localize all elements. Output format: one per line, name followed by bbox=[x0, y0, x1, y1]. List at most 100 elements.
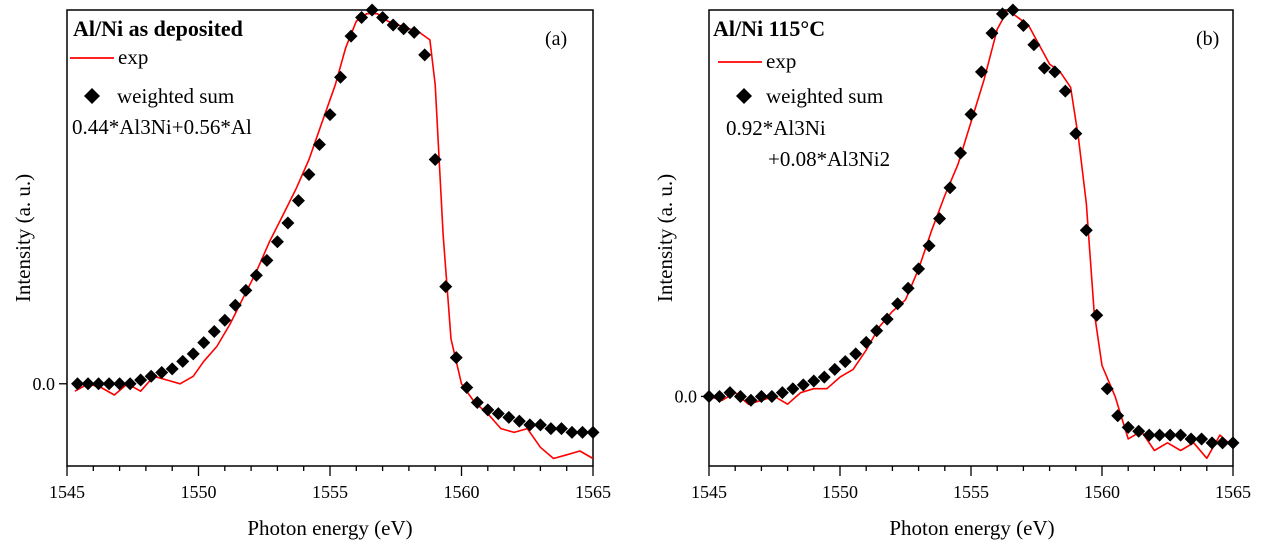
weighted-sum-point bbox=[796, 378, 810, 392]
weighted-sum-point bbox=[870, 324, 884, 338]
weighted-sum-point bbox=[765, 389, 779, 403]
weighted-sum-point bbox=[533, 418, 547, 432]
weighted-sum-point bbox=[838, 355, 852, 369]
weighted-sum-point bbox=[744, 393, 758, 407]
weighted-sum-point bbox=[260, 253, 274, 267]
chart-title: Al/Ni 115°C bbox=[713, 16, 825, 41]
weighted-sum-point bbox=[1100, 382, 1114, 396]
weighted-sum-point bbox=[1174, 428, 1188, 442]
weighted-sum-point bbox=[155, 366, 169, 380]
weighted-sum-point bbox=[1205, 436, 1219, 450]
chart-panel-a: 1545 1550 1555 1560 1565 0.0 Al/Ni as deposit… bbox=[11, 3, 611, 540]
weighted-sum-point bbox=[786, 382, 800, 396]
weighted-sum-point bbox=[123, 377, 137, 391]
weighted-sum-point bbox=[1226, 436, 1240, 450]
legend-exp-label: exp bbox=[766, 49, 796, 73]
weighted-sum-point bbox=[186, 347, 200, 361]
weighted-sum-point bbox=[418, 48, 432, 62]
weighted-sum-point bbox=[249, 268, 263, 282]
x-tick-label: 1565 bbox=[575, 482, 611, 502]
weighted-sum-point bbox=[1216, 436, 1230, 450]
series-exp-line bbox=[74, 12, 594, 460]
weighted-sum-point bbox=[144, 369, 158, 383]
y-axis-label: Intensity (a. u.) bbox=[11, 174, 35, 302]
y-tick-label: 0.0 bbox=[675, 386, 698, 406]
fit-composition-annotation-line-2: +0.08*Al3Ni2 bbox=[768, 147, 890, 171]
weighted-sum-point bbox=[859, 335, 873, 349]
weighted-sum-point bbox=[880, 312, 894, 326]
weighted-sum-point bbox=[439, 280, 453, 294]
weighted-sum-point bbox=[1121, 420, 1135, 434]
weighted-sum-point bbox=[376, 10, 390, 24]
weighted-sum-point bbox=[554, 422, 568, 436]
weighted-sum-point bbox=[134, 373, 148, 387]
fit-composition-annotation: 0.44*Al3Ni+0.56*Al bbox=[72, 115, 252, 139]
weighted-sum-point bbox=[197, 336, 211, 350]
weighted-sum-point bbox=[1006, 3, 1020, 17]
weighted-sum-point bbox=[1184, 432, 1198, 446]
weighted-sum-point bbox=[1111, 409, 1125, 423]
weighted-sum-point bbox=[344, 29, 358, 43]
weighted-sum-point bbox=[807, 374, 821, 388]
weighted-sum-point bbox=[428, 153, 442, 167]
weighted-sum-point bbox=[1163, 428, 1177, 442]
weighted-sum-point bbox=[1153, 428, 1167, 442]
x-axis-label: Photon energy (eV) bbox=[889, 516, 1054, 540]
weighted-sum-point bbox=[964, 107, 978, 121]
legend-exp-label: exp bbox=[118, 45, 148, 69]
weighted-sum-point bbox=[828, 362, 842, 376]
weighted-sum-point bbox=[954, 146, 968, 160]
weighted-sum-point bbox=[712, 389, 726, 403]
ticks-layer: 1545 1550 1555 1560 1565 0.0 bbox=[675, 386, 1252, 502]
weighted-sum-point bbox=[901, 281, 915, 295]
weighted-sum-point bbox=[102, 377, 116, 391]
x-axis-label: Photon energy (eV) bbox=[247, 516, 412, 540]
weighted-sum-point bbox=[1037, 61, 1051, 75]
weighted-sum-point bbox=[995, 7, 1009, 21]
fit-composition-annotation: 0.92*Al3Ni bbox=[726, 116, 826, 140]
weighted-sum-point bbox=[922, 239, 936, 253]
weighted-sum-point bbox=[1090, 308, 1104, 322]
x-tick-label: 1545 bbox=[691, 482, 727, 502]
x-tick-label: 1550 bbox=[822, 482, 858, 502]
weighted-sum-point bbox=[1132, 424, 1146, 438]
weighted-sum-point bbox=[775, 386, 789, 400]
legend-weighted-sum-label: weighted sum bbox=[117, 84, 234, 108]
weighted-sum-point bbox=[586, 425, 600, 439]
weighted-sum-point bbox=[270, 235, 284, 249]
weighted-sum-point bbox=[1079, 223, 1093, 237]
weighted-sum-point bbox=[733, 389, 747, 403]
weighted-sum-point bbox=[1069, 127, 1083, 141]
weighted-sum-point bbox=[1027, 38, 1041, 52]
weighted-sum-point bbox=[334, 70, 348, 84]
weighted-sum-point bbox=[449, 351, 463, 365]
weighted-sum-point bbox=[502, 410, 516, 424]
weighted-sum-point bbox=[71, 377, 85, 391]
weighted-sum-point bbox=[985, 26, 999, 40]
x-tick-label: 1555 bbox=[953, 482, 989, 502]
weighted-sum-point bbox=[544, 422, 558, 436]
weighted-sum-point bbox=[849, 347, 863, 361]
weighted-sum-point bbox=[312, 138, 326, 152]
plot-frame bbox=[66, 9, 594, 467]
weighted-sum-point bbox=[460, 381, 474, 395]
x-tick-label: 1560 bbox=[444, 482, 480, 502]
weighted-sum-point bbox=[1142, 428, 1156, 442]
x-tick-label: 1545 bbox=[49, 482, 85, 502]
x-tick-label: 1555 bbox=[312, 482, 348, 502]
weighted-sum-point bbox=[165, 362, 179, 376]
weighted-sum-point bbox=[933, 212, 947, 226]
weighted-sum-point bbox=[723, 386, 737, 400]
x-tick-label: 1550 bbox=[181, 482, 217, 502]
plot-frame bbox=[708, 9, 1234, 467]
weighted-sum-point bbox=[407, 25, 421, 39]
weighted-sum-point bbox=[302, 167, 316, 181]
legend-weighted-sum-label: weighted sum bbox=[766, 84, 883, 108]
weighted-sum-point bbox=[323, 108, 337, 122]
weighted-sum-point bbox=[1195, 432, 1209, 446]
weighted-sum-point bbox=[207, 324, 221, 338]
weighted-sum-point bbox=[218, 313, 232, 327]
legend-weighted-sum-marker bbox=[84, 88, 100, 104]
